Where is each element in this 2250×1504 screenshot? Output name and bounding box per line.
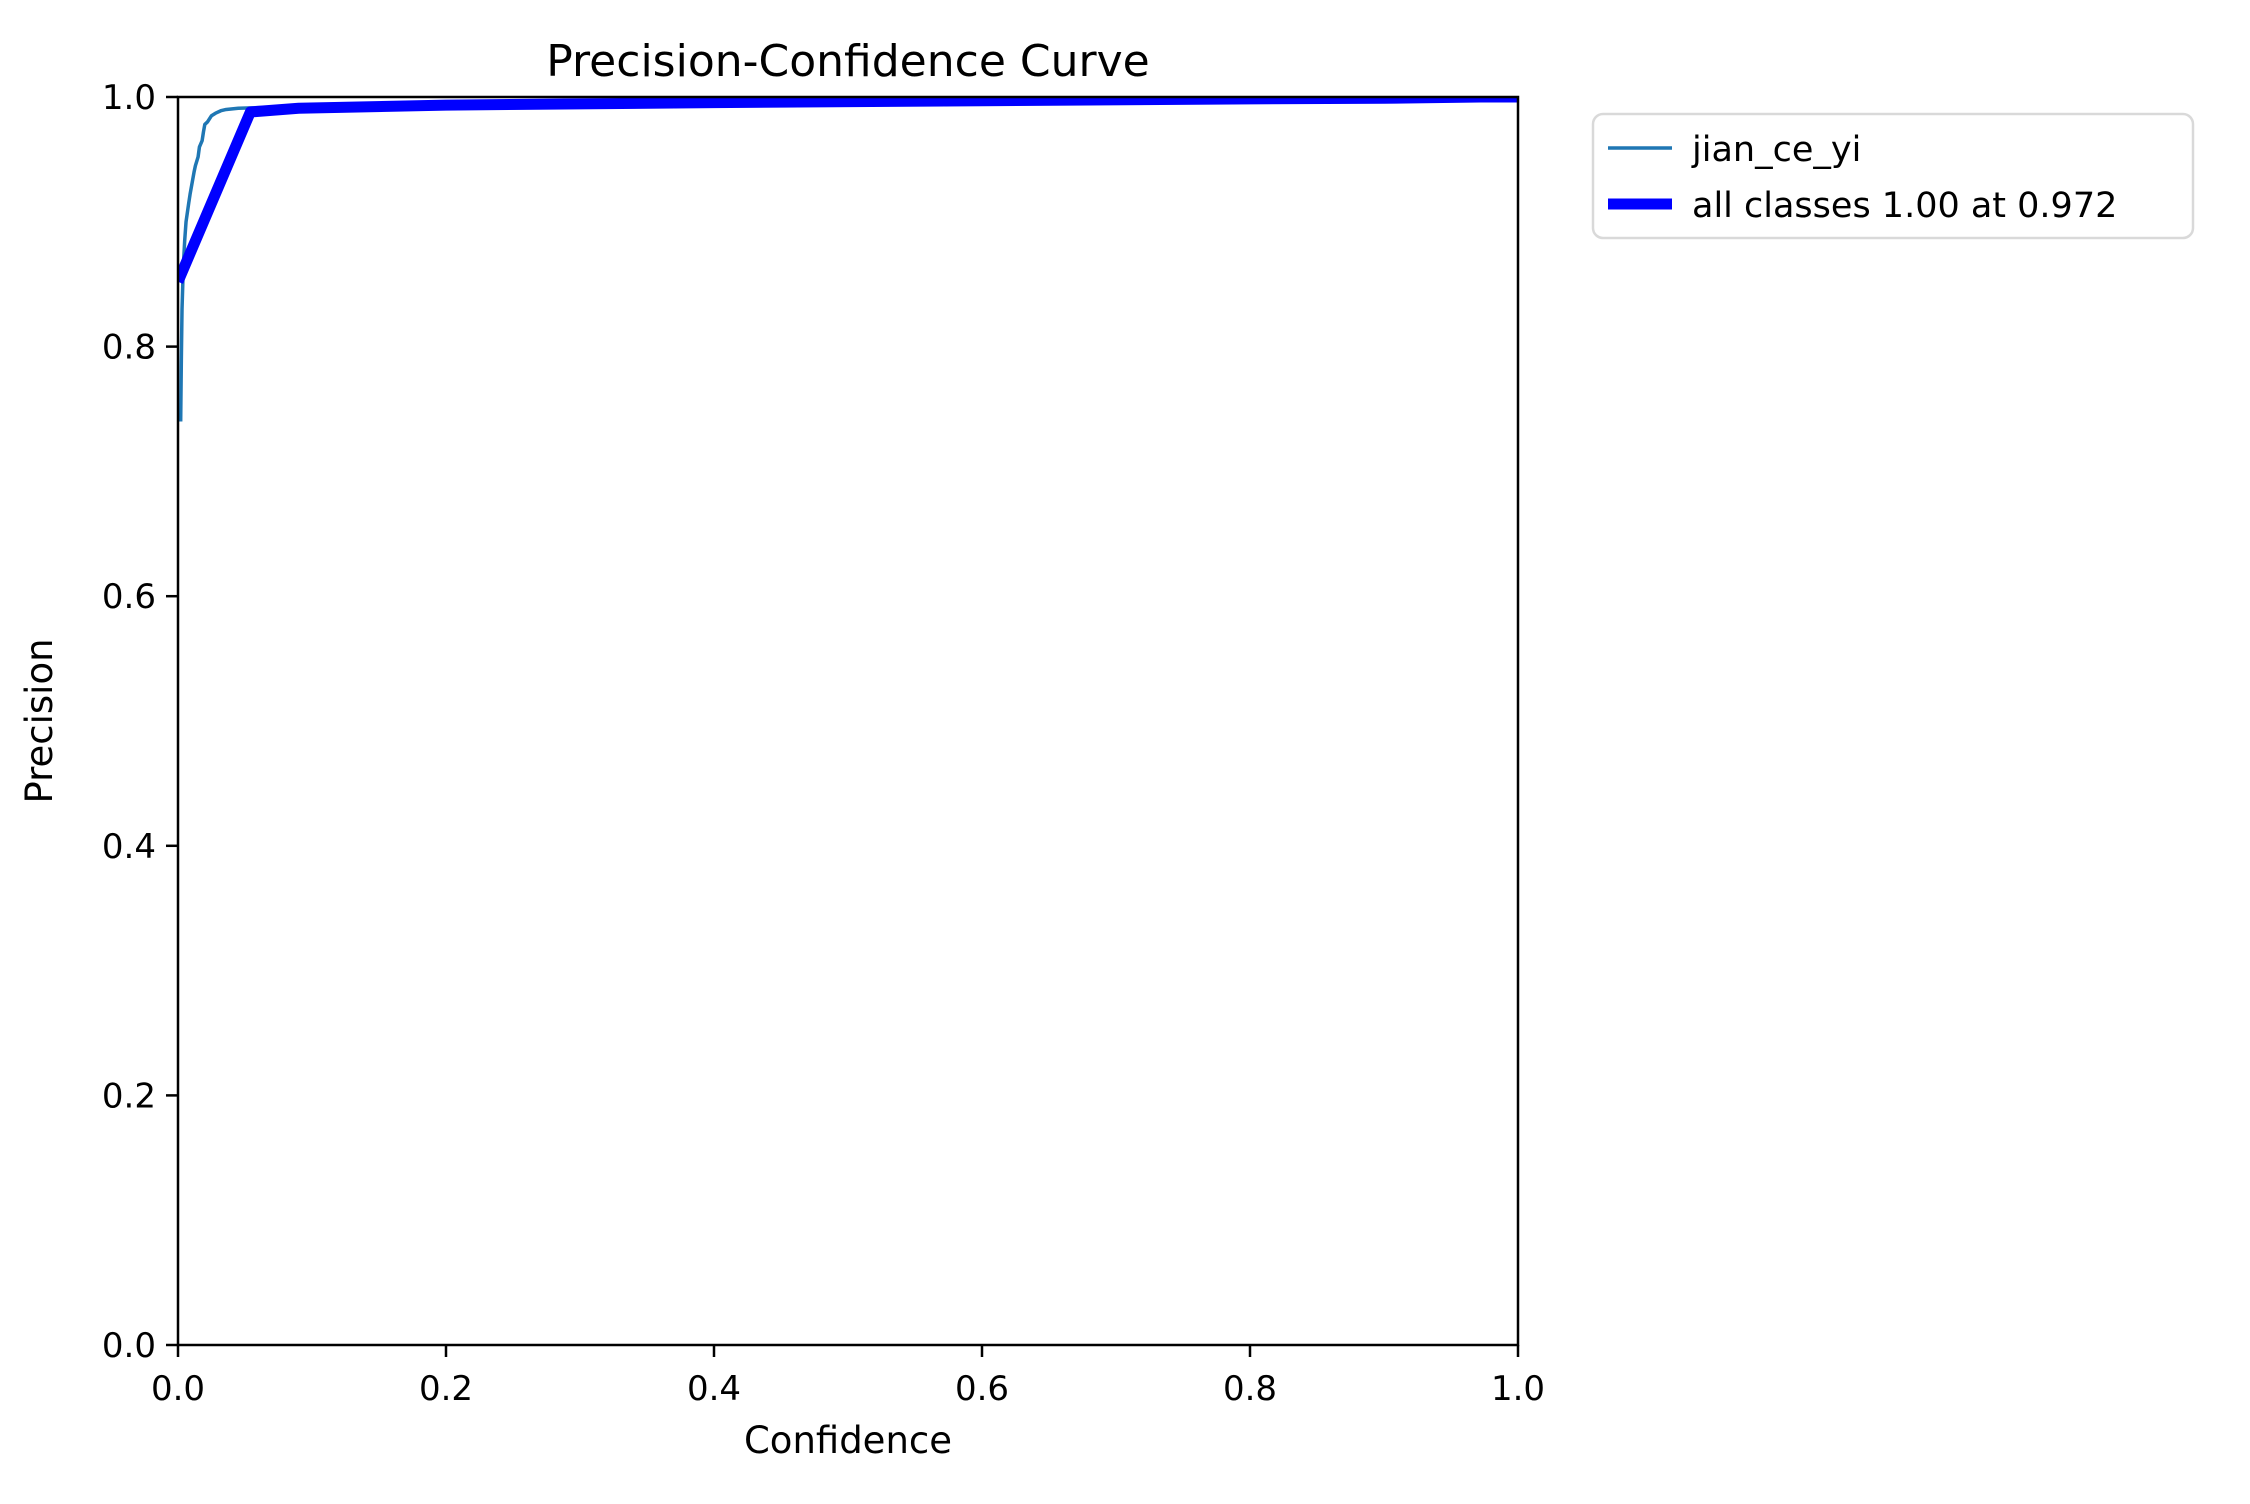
legend-box <box>1591 112 2195 240</box>
legend-label-all-classes: all classes 1.00 at 0.972 <box>1692 186 2117 226</box>
x-tick-label: 1.0 <box>1491 1369 1545 1409</box>
y-tick-label: 0.8 <box>102 328 156 368</box>
plot-area <box>178 97 1518 1345</box>
y-tick-label: 1.0 <box>102 78 156 118</box>
y-tick-label: 0.6 <box>102 577 156 617</box>
x-tick-label: 0.0 <box>151 1369 205 1409</box>
x-axis-label: Confidence <box>744 1419 952 1462</box>
legend: jian_ce_yi all classes 1.00 at 0.972 <box>1591 112 2195 240</box>
y-axis-ticks: 0.0 0.2 0.4 0.6 0.8 1.0 <box>102 78 178 1366</box>
x-tick-label: 0.6 <box>955 1369 1009 1409</box>
legend-row-all-classes: all classes 1.00 at 0.972 <box>1608 186 2117 226</box>
x-axis-ticks: 0.0 0.2 0.4 0.6 0.8 1.0 <box>151 1345 1545 1409</box>
y-axis-label: Precision <box>18 638 61 803</box>
legend-label-jian_ce_yi: jian_ce_yi <box>1691 130 1861 170</box>
y-tick-label: 0.2 <box>102 1076 156 1116</box>
chart-title: Precision-Confidence Curve <box>546 36 1149 87</box>
y-tick-label: 0.4 <box>102 827 156 867</box>
legend-row-jian_ce_yi: jian_ce_yi <box>1608 130 1861 170</box>
x-tick-label: 0.4 <box>687 1369 741 1409</box>
y-tick-label: 0.0 <box>102 1326 156 1366</box>
x-tick-label: 0.2 <box>419 1369 473 1409</box>
x-tick-label: 0.8 <box>1223 1369 1277 1409</box>
axes-spines <box>176 95 1520 1347</box>
